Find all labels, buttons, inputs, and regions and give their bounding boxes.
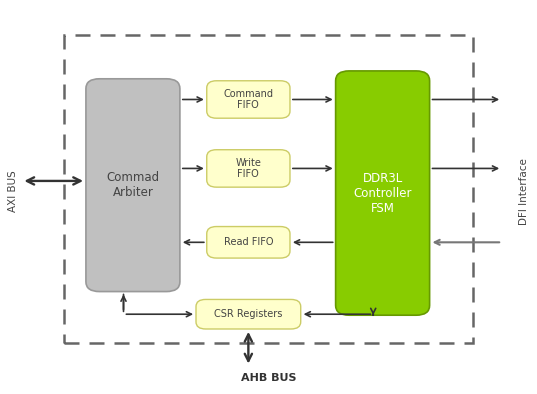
Text: CSR Registers: CSR Registers — [214, 309, 282, 319]
Text: Command
FIFO: Command FIFO — [223, 89, 273, 110]
FancyBboxPatch shape — [207, 227, 290, 258]
Bar — [64, 35, 473, 343]
FancyBboxPatch shape — [207, 81, 290, 118]
Text: DDR3L
Controller
FSM: DDR3L Controller FSM — [353, 171, 412, 215]
Text: AHB BUS: AHB BUS — [241, 373, 296, 383]
Text: Write
FIFO: Write FIFO — [235, 158, 262, 179]
Text: Commad
Arbiter: Commad Arbiter — [106, 171, 159, 199]
FancyBboxPatch shape — [336, 71, 430, 315]
Text: DFI Interface: DFI Interface — [519, 158, 528, 225]
FancyBboxPatch shape — [86, 79, 180, 292]
FancyBboxPatch shape — [207, 150, 290, 187]
Text: AXI BUS: AXI BUS — [9, 170, 18, 212]
FancyBboxPatch shape — [196, 299, 301, 329]
Text: Read FIFO: Read FIFO — [223, 237, 273, 247]
